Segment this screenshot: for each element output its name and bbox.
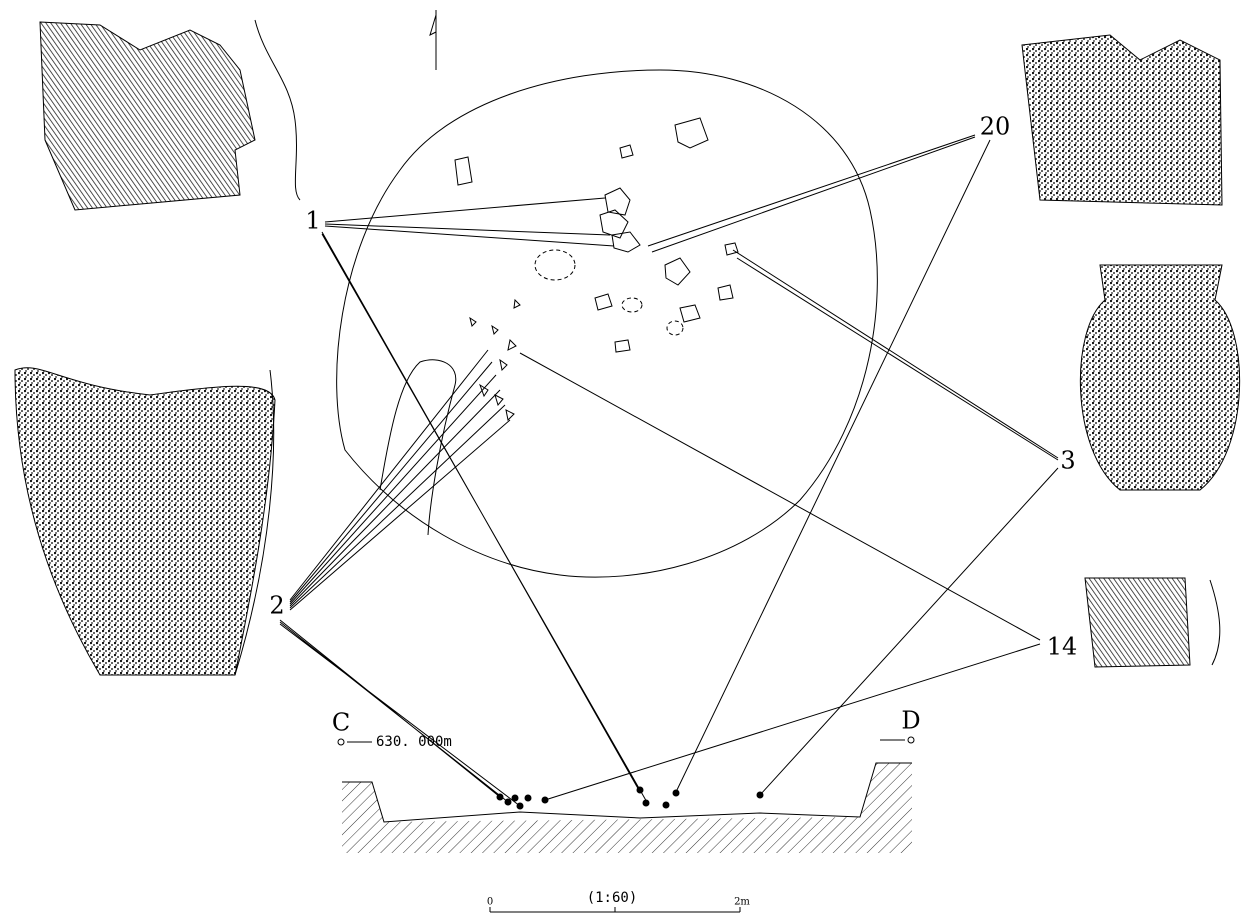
artifact-label: 20 bbox=[980, 113, 1011, 141]
scale-bar bbox=[489, 907, 741, 913]
pottery-2 bbox=[14, 367, 276, 676]
artifact-label: 3 bbox=[1060, 447, 1075, 475]
find-points bbox=[496, 786, 764, 810]
pottery-20 bbox=[1021, 34, 1223, 206]
scale-end: 2m bbox=[734, 897, 750, 908]
scale-start: 0 bbox=[487, 897, 493, 908]
scale-ratio: (1:60) bbox=[587, 890, 638, 906]
section-fill bbox=[342, 763, 912, 853]
section-profile bbox=[342, 762, 912, 823]
pottery-3 bbox=[1079, 264, 1241, 491]
section-point: D bbox=[901, 707, 920, 735]
pit-outline bbox=[336, 69, 878, 578]
artifact-label: 14 bbox=[1047, 633, 1078, 661]
stones bbox=[454, 117, 739, 422]
artifact-label: 1 bbox=[305, 207, 320, 235]
artifact-label: 2 bbox=[269, 592, 284, 620]
section-point: C bbox=[332, 709, 350, 737]
pottery-1 bbox=[39, 19, 301, 211]
section-markers bbox=[337, 736, 915, 746]
leader-lines bbox=[279, 134, 1059, 807]
inner-feature bbox=[379, 359, 457, 536]
elevation: 630. 000m bbox=[376, 734, 452, 750]
north-arrow bbox=[429, 10, 437, 70]
pottery-14 bbox=[1084, 577, 1221, 668]
